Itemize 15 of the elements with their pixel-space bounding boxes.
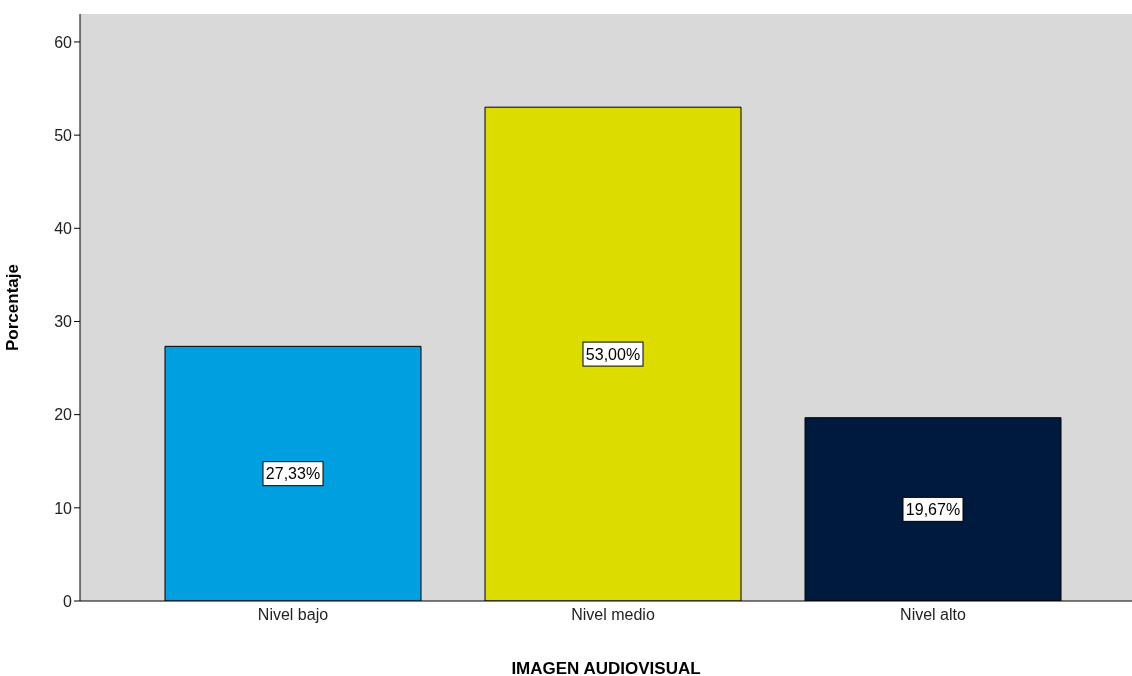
y-tick-label: 30 <box>54 313 73 331</box>
x-axis-title: IMAGEN AUDIOVISUAL <box>511 659 701 676</box>
y-tick-label: 50 <box>54 126 73 144</box>
data-label: 19,67% <box>905 500 961 518</box>
data-label: 53,00% <box>585 345 641 363</box>
y-tick-label: 40 <box>54 219 73 237</box>
y-tick-label: 60 <box>54 33 73 51</box>
x-tick-label: Nivel alto <box>900 606 966 624</box>
x-tick-label: Nivel bajo <box>257 606 329 624</box>
y-tick-label: 20 <box>54 406 73 424</box>
y-tick-label: 0 <box>63 592 73 610</box>
x-tick-label: Nivel medio <box>571 606 655 624</box>
data-label: 27,33% <box>265 465 321 483</box>
y-axis-title: Porcentaje <box>3 264 23 351</box>
y-tick-label: 10 <box>54 499 73 517</box>
